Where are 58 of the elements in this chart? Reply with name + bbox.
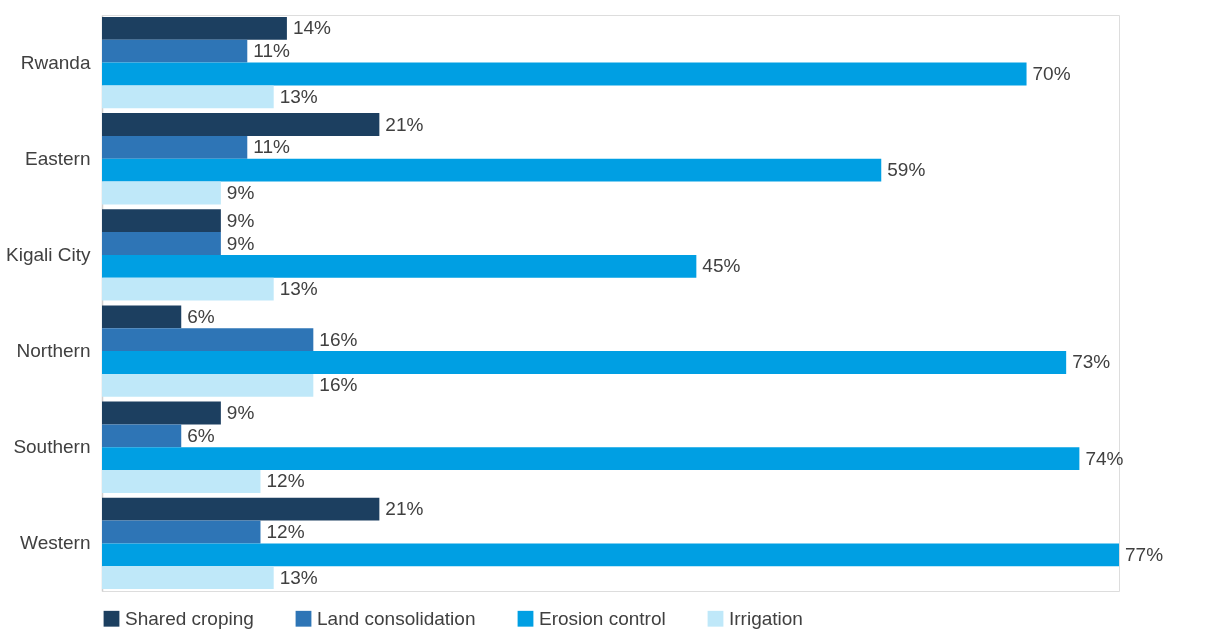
bar — [102, 328, 314, 352]
data-label: 21% — [385, 498, 424, 520]
bar — [102, 135, 248, 159]
bar — [102, 209, 221, 233]
data-label: 9% — [226, 209, 255, 231]
y-tick-label: Western — [20, 532, 91, 554]
y-tick-label: Southern — [13, 436, 91, 458]
bar — [102, 232, 221, 255]
data-label: 13% — [279, 566, 318, 588]
bar — [102, 305, 182, 329]
bar — [102, 277, 274, 301]
bar — [102, 373, 314, 397]
data-label: 11% — [253, 40, 291, 62]
legend-label: Irrigation — [729, 607, 803, 629]
bar — [102, 520, 261, 544]
bar — [102, 543, 1119, 567]
legend-label: Land consolidation — [317, 607, 476, 629]
data-label: 11% — [253, 136, 291, 158]
bar — [102, 497, 380, 521]
bar — [102, 470, 261, 493]
data-label: 74% — [1085, 447, 1124, 469]
bar — [102, 351, 1067, 374]
data-label: 16% — [319, 374, 358, 396]
y-tick-label: Northern — [16, 340, 91, 362]
legend-label: Erosion control — [539, 607, 666, 629]
data-label: 45% — [702, 255, 741, 277]
bar — [102, 85, 274, 109]
bar — [102, 16, 287, 40]
data-label: 77% — [1125, 543, 1164, 565]
data-label: 6% — [187, 424, 215, 446]
bar — [102, 62, 1027, 86]
bar — [102, 424, 182, 448]
data-label: 9% — [226, 401, 255, 423]
legend-label: Shared croping — [125, 607, 254, 629]
bar — [102, 158, 882, 182]
bar — [102, 39, 248, 63]
bar — [102, 254, 697, 278]
bar — [102, 447, 1080, 471]
bar — [102, 566, 274, 590]
data-label: 21% — [385, 113, 424, 135]
data-label: 59% — [887, 159, 926, 181]
data-label: 73% — [1072, 351, 1111, 373]
data-label: 6% — [187, 305, 215, 327]
y-tick-label: Kigali City — [6, 243, 91, 265]
data-label: 70% — [1032, 63, 1071, 85]
bar — [102, 113, 380, 136]
data-label: 9% — [226, 182, 255, 204]
data-label: 13% — [279, 85, 318, 107]
data-label: 13% — [279, 278, 318, 300]
data-label: 16% — [319, 328, 358, 350]
data-label: 14% — [292, 17, 332, 39]
y-tick-label: Rwanda — [20, 51, 91, 73]
data-label: 12% — [266, 470, 305, 492]
bar — [102, 401, 221, 425]
bar — [102, 181, 221, 205]
data-label: 9% — [226, 232, 255, 254]
data-label: 12% — [266, 520, 305, 542]
y-tick-label: Eastern — [25, 147, 91, 169]
